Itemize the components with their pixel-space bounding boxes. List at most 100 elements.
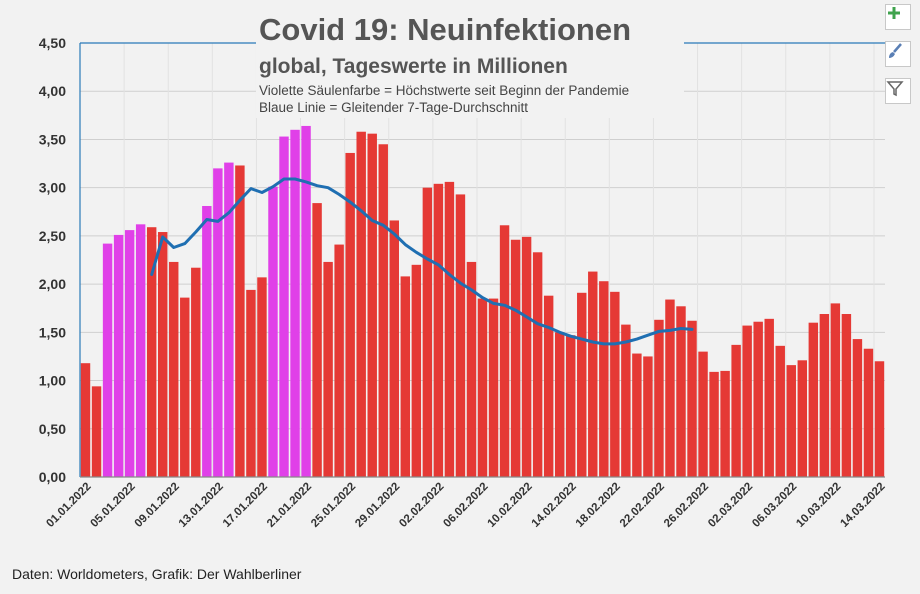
bar-highlight [224, 162, 234, 477]
bar-highlight [135, 224, 146, 477]
moving-average-line [150, 177, 694, 346]
bar-highlight [301, 125, 311, 477]
y-tick-label: 1,50 [39, 324, 66, 340]
bar [874, 361, 885, 477]
bar [257, 277, 267, 477]
bar [554, 332, 565, 477]
bar [378, 144, 388, 477]
bar [312, 203, 322, 477]
bar [819, 314, 830, 477]
y-tick-label: 4,00 [39, 83, 66, 99]
bar [433, 183, 444, 477]
bar [543, 295, 554, 477]
bar [499, 225, 510, 477]
chart-style-button[interactable] [885, 41, 911, 67]
x-tick-label: 25.01.2022 [309, 481, 358, 530]
chart-title: Covid 19: Neuinfektionen [259, 12, 631, 47]
x-tick-label: 29.01.2022 [353, 481, 402, 530]
bar [180, 297, 190, 477]
x-tick-label: 01.01.2022 [44, 481, 93, 530]
x-tick-label: 14.02.2022 [530, 481, 579, 530]
x-tick-label: 21.01.2022 [265, 481, 314, 530]
x-tick-label: 06.02.2022 [441, 481, 490, 530]
bar [169, 261, 179, 477]
paintbrush-icon [889, 43, 902, 58]
bar [191, 267, 201, 477]
bar [411, 264, 422, 477]
bar [643, 356, 653, 477]
bar [444, 181, 455, 477]
x-tick-label: 10.02.2022 [486, 481, 535, 530]
bar [830, 303, 841, 477]
bar [521, 236, 532, 477]
x-tick-label: 05.01.2022 [89, 481, 138, 530]
x-tick-label: 18.02.2022 [574, 481, 623, 530]
y-tick-label: 4,50 [39, 35, 66, 51]
bar [146, 227, 157, 477]
y-tick-label: 0,00 [39, 469, 66, 485]
bar [709, 371, 719, 477]
bar [477, 298, 488, 477]
bar [863, 348, 874, 477]
bar-highlight [268, 186, 278, 478]
bar [676, 306, 686, 477]
bar [775, 345, 785, 477]
x-tick-label: 26.02.2022 [662, 481, 711, 530]
bar-highlight [202, 205, 212, 478]
bar [91, 386, 102, 477]
bar [488, 298, 499, 477]
bar-highlight [290, 129, 300, 478]
bar [698, 351, 708, 477]
bar [786, 365, 796, 477]
x-tick-label: 02.02.2022 [397, 481, 446, 530]
bar [157, 232, 168, 477]
bar [323, 261, 333, 477]
bar [345, 152, 355, 478]
bar [599, 281, 609, 477]
bar [400, 276, 411, 477]
bar [235, 165, 245, 478]
bar [731, 344, 741, 477]
chart-subtitle: global, Tageswerte in Millionen [259, 55, 568, 78]
bar [80, 363, 91, 477]
bar [334, 244, 344, 477]
bar [742, 325, 752, 477]
bar [422, 187, 433, 477]
bar [532, 252, 543, 477]
bar [797, 360, 808, 477]
y-tick-label: 0,50 [39, 421, 66, 437]
y-tick-label: 3,50 [39, 131, 66, 147]
bar-highlight [102, 243, 113, 477]
bar [466, 261, 477, 477]
y-tick-label: 3,00 [39, 180, 66, 196]
bar [577, 292, 587, 477]
bar [665, 299, 675, 477]
title-block: Covid 19: Neuinfektionen global, Tageswe… [256, 8, 684, 118]
chart-filter-button[interactable] [885, 78, 911, 104]
x-tick-label: 10.03.2022 [794, 481, 843, 530]
bar-highlight [124, 230, 135, 477]
add-element-button[interactable] [885, 4, 911, 30]
bar [455, 194, 466, 477]
bar [356, 131, 366, 477]
x-tick-label: 09.01.2022 [133, 481, 182, 530]
chart-note-violet: Violette Säulenfarbe = Höchstwerte seit … [259, 83, 629, 98]
bars [80, 125, 885, 478]
x-tick-label: 06.03.2022 [750, 481, 799, 530]
bar [841, 314, 852, 477]
bar [566, 335, 576, 477]
x-tick-label: 14.03.2022 [838, 481, 887, 530]
plus-icon [888, 7, 900, 19]
y-tick-label: 2,50 [39, 228, 66, 244]
bar [687, 320, 697, 477]
bar [808, 322, 819, 477]
filter-icon [886, 81, 904, 97]
bar [621, 324, 631, 477]
title-background [256, 8, 684, 118]
x-tick-label: 02.03.2022 [706, 481, 755, 530]
bar-highlight [113, 234, 124, 477]
x-tick-label: 22.02.2022 [618, 481, 667, 530]
x-tick-label: 13.01.2022 [177, 481, 226, 530]
bar-highlight [213, 168, 223, 477]
